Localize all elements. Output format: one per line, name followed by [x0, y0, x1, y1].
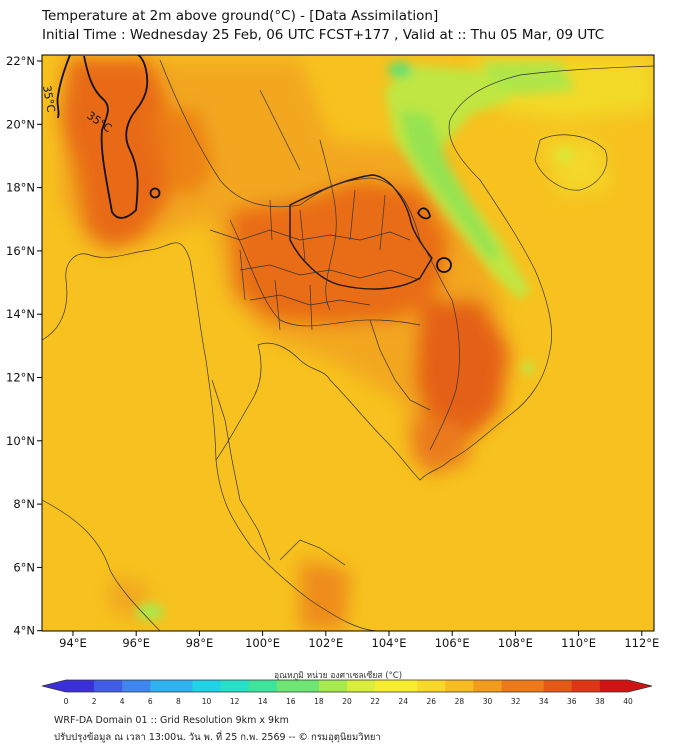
lat-tick-label: 18°N	[6, 181, 35, 195]
colorbar-swatch	[599, 680, 615, 692]
colorbar-tick-label: 22	[370, 697, 380, 706]
colorbar-swatch	[304, 680, 320, 692]
colorbar-swatch	[234, 680, 250, 692]
colorbar-tick-label: 28	[455, 697, 465, 706]
colorbar-tick-label: 24	[398, 697, 408, 706]
colorbar-swatch	[473, 680, 489, 692]
colorbar-swatch	[178, 680, 194, 692]
colorbar-swatch	[192, 680, 208, 692]
colorbar-tick-label: 8	[176, 697, 181, 706]
colorbar-tick-label: 26	[427, 697, 437, 706]
plot-frame	[41, 54, 655, 632]
colorbar-swatch	[571, 680, 587, 692]
lat-tick-label: 22°N	[6, 54, 35, 68]
colorbar-tick-label: 18	[314, 697, 324, 706]
colorbar-swatch	[80, 680, 95, 692]
colorbar-swatch	[220, 680, 236, 692]
colorbar-swatch	[361, 680, 376, 692]
colorbar-swatch	[431, 680, 446, 692]
colorbar-swatch	[543, 680, 559, 692]
colorbar-tick-label: 2	[92, 697, 97, 706]
colorbar-tick-label: 34	[539, 697, 549, 706]
lon-tick-label: 112°E	[624, 636, 659, 650]
lat-tick-label: 12°N	[6, 371, 35, 385]
colorbar-swatch	[262, 680, 278, 692]
colorbar-swatch	[318, 680, 334, 692]
lon-tick-label: 96°E	[122, 636, 150, 650]
colorbar-swatch	[248, 680, 264, 692]
lon-tick-label: 106°E	[435, 636, 470, 650]
colorbar-tick-label: 6	[148, 697, 153, 706]
lon-tick-label: 94°E	[59, 636, 87, 650]
colorbar-frame	[41, 679, 653, 693]
colorbar-tick-label: 14	[258, 697, 268, 706]
colorbar-tick-label: 12	[230, 697, 240, 706]
colorbar-swatch	[459, 680, 475, 692]
lon-tick-label: 102°E	[308, 636, 343, 650]
colorbar-swatch	[403, 680, 418, 692]
colorbar-swatch	[529, 680, 545, 692]
colorbar-swatch	[332, 680, 348, 692]
colorbar-label: อุณหภูมิ หน่วย องศาเซลเซียส (°C)	[273, 671, 403, 681]
lon-tick-label: 108°E	[498, 636, 533, 650]
colorbar-tick-label: 4	[120, 697, 125, 706]
colorbar-tick-label: 32	[511, 697, 521, 706]
lat-tick-label: 14°N	[6, 307, 35, 321]
latitude-axis: 22°N 20°N 18°N 16°N 14°N 12°N 10°N 8°N 6°N 4°N	[6, 54, 42, 638]
lon-tick-label: 110°E	[561, 636, 596, 650]
colorbar-swatch	[150, 680, 165, 692]
colorbar-swatch	[276, 680, 292, 692]
colorbar-swatch	[445, 680, 460, 692]
colorbar-swatch	[417, 680, 432, 692]
footer-model-info: WRF-DA Domain 01 :: Grid Resolution 9km …	[54, 715, 289, 726]
lat-tick-label: 6°N	[13, 560, 35, 574]
lon-tick-label: 100°E	[245, 636, 280, 650]
colorbar-tick-label: 16	[286, 697, 296, 706]
boundaries	[42, 59, 654, 631]
colorbar: 0 2 4 6 8 10 12 14 16 18 20 22 24 26 28 30 32 34 36 38 40	[41, 679, 653, 706]
colorbar-swatch	[108, 680, 123, 692]
contour-35	[56, 55, 452, 290]
colorbar-tick-label: 30	[483, 697, 493, 706]
colorbar-max-arrow	[628, 680, 652, 692]
lon-tick-label: 104°E	[372, 636, 407, 650]
colorbar-swatch	[94, 680, 109, 692]
lat-tick-label: 8°N	[13, 497, 35, 511]
colorbar-swatch	[389, 680, 404, 692]
lon-tick-label: 98°E	[186, 636, 214, 650]
colorbar-min-arrow	[42, 680, 66, 692]
colorbar-tick-label: 20	[342, 697, 352, 706]
lat-tick-label: 20°N	[6, 117, 35, 131]
colorbar-swatch	[613, 680, 629, 692]
contour-label-edge: 35°C	[40, 84, 58, 113]
footer-update-info: ปรับปรุงข้อมูล ณ เวลา 13:00น. วัน พ. ที่…	[54, 732, 381, 743]
temperature-field: 35°C 35°C	[40, 55, 654, 631]
colorbar-swatch	[347, 680, 362, 692]
colorbar-swatch	[501, 680, 517, 692]
colorbar-tick-label: 36	[567, 697, 577, 706]
colorbar-swatch	[557, 680, 573, 692]
colorbar-swatch	[585, 680, 601, 692]
colorbar-swatch	[122, 680, 137, 692]
colorbar-tick-label: 40	[623, 697, 633, 706]
longitude-axis: 94°E 96°E 98°E 100°E 102°E 104°E 106°E 108°E 110…	[59, 631, 659, 650]
colorbar-tick-label: 0	[64, 697, 69, 706]
colorbar-swatch	[487, 680, 503, 692]
colorbar-swatch	[164, 680, 179, 692]
colorbar-tick-label: 10	[202, 697, 212, 706]
page-subtitle: Initial Time : Wednesday 25 Feb, 06 UTC …	[42, 27, 605, 43]
lat-tick-label: 16°N	[6, 244, 35, 258]
colorbar-swatch	[206, 680, 222, 692]
colorbar-swatch	[290, 680, 306, 692]
colorbar-tick-label: 38	[595, 697, 605, 706]
page-title: Temperature at 2m above ground(°C) - [Da…	[42, 8, 439, 24]
colorbar-swatch	[515, 680, 531, 692]
lat-tick-label: 4°N	[13, 624, 35, 638]
colorbar-swatch	[66, 680, 81, 692]
colorbar-swatch	[136, 680, 151, 692]
colorbar-swatch	[375, 680, 390, 692]
lat-tick-label: 10°N	[6, 434, 35, 448]
